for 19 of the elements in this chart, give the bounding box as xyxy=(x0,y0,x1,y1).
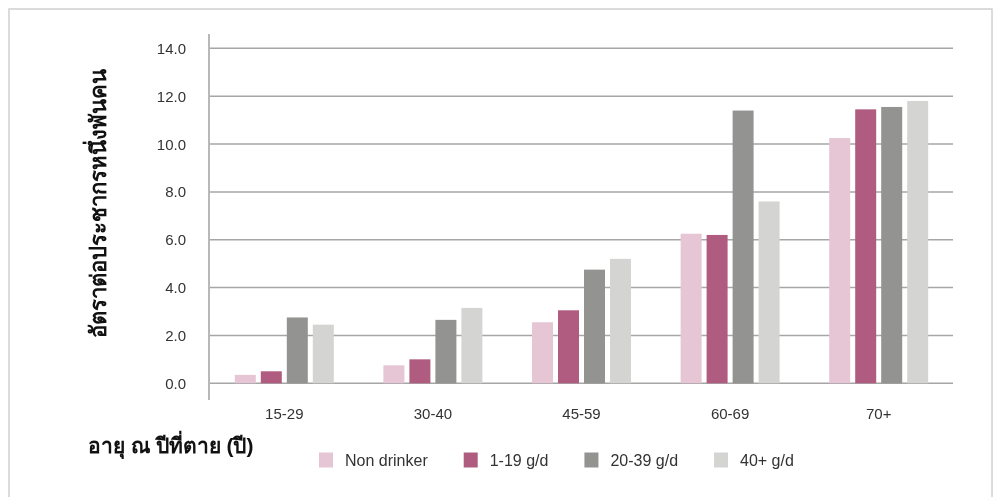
x-tick-label: 60-69 xyxy=(710,405,750,422)
x-axis-title: อายุ ณ ปีที่ตาย (ปี) xyxy=(88,430,254,460)
y-tick-label: 2.0 xyxy=(165,326,186,344)
legend-label: Non drinker xyxy=(345,451,429,469)
y-tick-label: 6.0 xyxy=(165,231,186,249)
legend-label: 1-19 g/d xyxy=(489,451,549,469)
legend-label: 40+ g/d xyxy=(740,451,794,469)
y-tick-label: 14.0 xyxy=(156,39,186,57)
legend-label: 20-39 g/d xyxy=(610,451,679,469)
y-tick-label: 10.0 xyxy=(156,135,186,153)
y-tick-label: 0.0 xyxy=(165,374,186,392)
y-tick-label: 4.0 xyxy=(165,279,186,297)
y-tick-label: 12.0 xyxy=(156,87,186,105)
y-tick-label: 8.0 xyxy=(165,183,186,201)
x-tick-label: 30-40 xyxy=(413,405,453,422)
x-tick-label: 45-59 xyxy=(562,405,601,422)
y-axis-title: อัตราต่อประชากรหนึ่งพันคน xyxy=(82,68,111,338)
x-tick-label: 70+ xyxy=(865,405,892,422)
x-tick-label: 15-29 xyxy=(265,405,304,422)
